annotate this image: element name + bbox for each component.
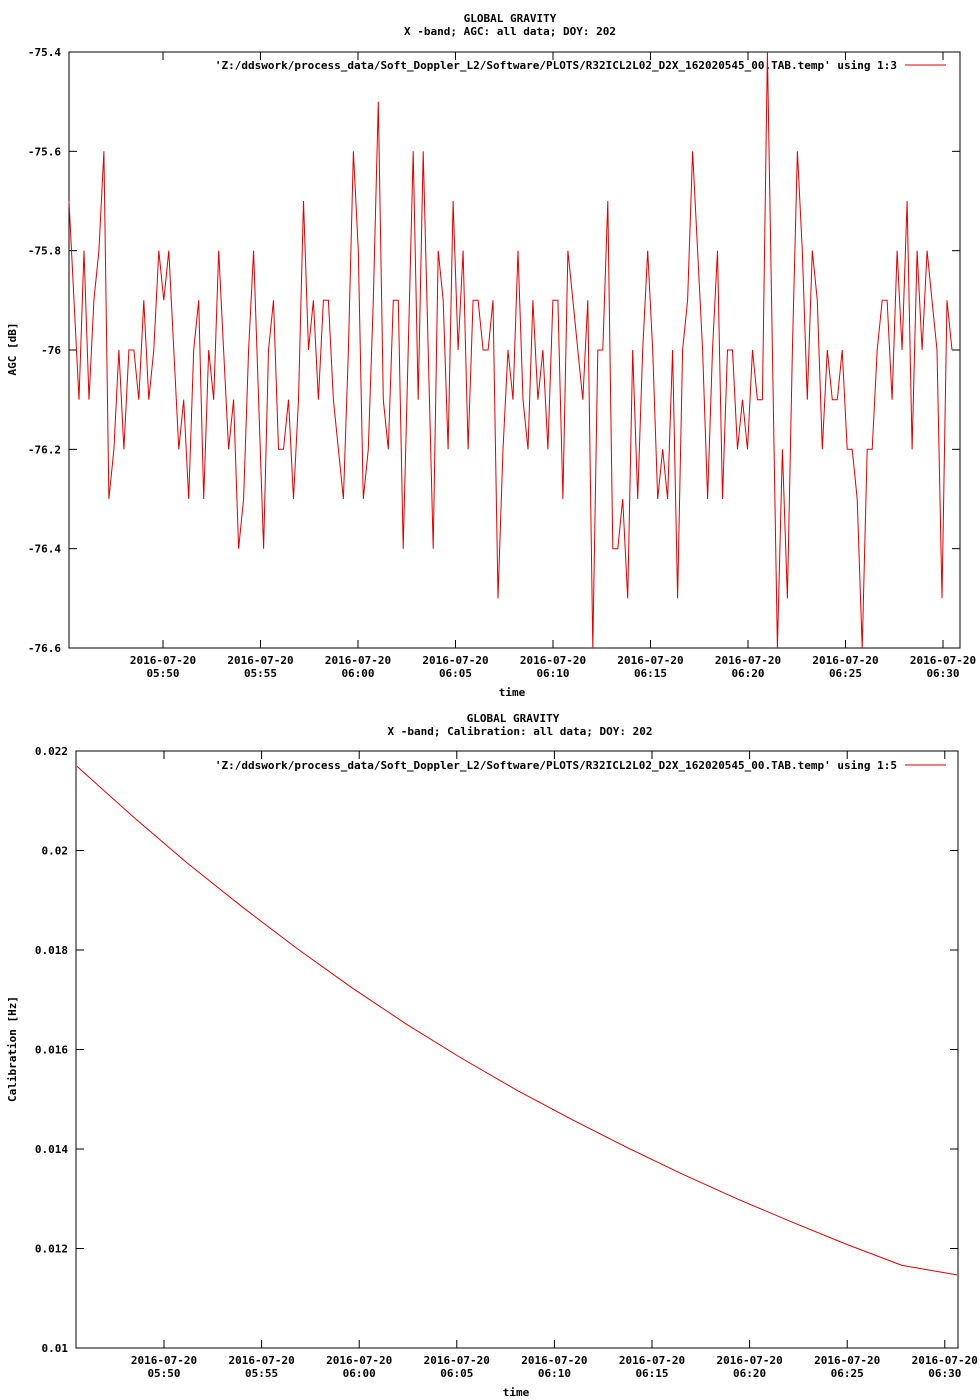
x-tick-time-label: 06:15 bbox=[635, 1367, 668, 1380]
x-tick-time-label: 06:20 bbox=[733, 1367, 766, 1380]
y-tick-label: -75.6 bbox=[28, 145, 61, 158]
y-tick-label: 0.014 bbox=[35, 1143, 68, 1156]
calibration-chart-xlabel: time bbox=[503, 1386, 530, 1399]
x-tick-time-label: 06:05 bbox=[440, 1367, 473, 1380]
x-tick-time-label: 06:20 bbox=[731, 667, 764, 680]
x-tick-time-label: 06:00 bbox=[341, 667, 374, 680]
calibration-chart: GLOBAL GRAVITY X -band; Calibration: all… bbox=[6, 712, 978, 1399]
x-tick-date-label: 2016-07-20 bbox=[814, 1354, 880, 1367]
x-tick-date-label: 2016-07-20 bbox=[619, 1354, 685, 1367]
y-tick-label: 0.02 bbox=[42, 845, 69, 858]
x-tick-date-label: 2016-07-20 bbox=[424, 1354, 490, 1367]
x-tick-time-label: 06:25 bbox=[829, 667, 862, 680]
x-tick-date-label: 2016-07-20 bbox=[520, 654, 586, 667]
series-line bbox=[76, 766, 958, 1276]
agc-chart-series bbox=[68, 51, 953, 649]
series-line bbox=[68, 51, 953, 649]
y-tick-label: 0.016 bbox=[35, 1044, 68, 1057]
agc-chart-y-ticks: -75.4 -75.6 -75.8 -76 -76.2 -76.4 -76.6 bbox=[28, 46, 960, 655]
y-tick-label: -75.4 bbox=[28, 46, 61, 59]
x-tick-date-label: 2016-07-20 bbox=[131, 1354, 197, 1367]
x-tick-time-label: 05:55 bbox=[245, 1367, 278, 1380]
calibration-chart-series bbox=[76, 766, 958, 1276]
x-tick-date-label: 2016-07-20 bbox=[716, 1354, 782, 1367]
calibration-chart-y-ticks: 0.022 0.02 0.018 0.016 0.014 0.012 0.01 bbox=[35, 745, 958, 1355]
x-tick-date-label: 2016-07-20 bbox=[325, 654, 391, 667]
y-tick-label: 0.012 bbox=[35, 1243, 68, 1256]
agc-chart-legend-label: 'Z:/ddswork/process_data/Soft_Doppler_L2… bbox=[215, 59, 897, 72]
x-tick-date-label: 2016-07-20 bbox=[228, 1354, 294, 1367]
y-tick-label: -76.4 bbox=[28, 543, 61, 556]
x-tick-time-label: 05:55 bbox=[244, 667, 277, 680]
x-tick-time-label: 06:15 bbox=[634, 667, 667, 680]
y-tick-label: -76.2 bbox=[28, 443, 61, 456]
y-tick-label: 0.022 bbox=[35, 745, 68, 758]
x-tick-time-label: 06:10 bbox=[536, 667, 569, 680]
x-tick-date-label: 2016-07-20 bbox=[617, 654, 683, 667]
x-tick-date-label: 2016-07-20 bbox=[326, 1354, 392, 1367]
calibration-chart-ylabel: Calibration [Hz] bbox=[6, 996, 19, 1102]
calibration-chart-legend-label: 'Z:/ddswork/process_data/Soft_Doppler_L2… bbox=[215, 759, 897, 772]
x-tick-time-label: 06:10 bbox=[538, 1367, 571, 1380]
x-tick-date-label: 2016-07-20 bbox=[912, 1354, 978, 1367]
x-tick-date-label: 2016-07-20 bbox=[715, 654, 781, 667]
y-tick-label: -76 bbox=[41, 344, 61, 357]
x-tick-time-label: 06:00 bbox=[343, 1367, 376, 1380]
agc-chart-xlabel: time bbox=[499, 686, 526, 699]
x-tick-time-label: 06:05 bbox=[439, 667, 472, 680]
x-tick-date-label: 2016-07-20 bbox=[130, 654, 196, 667]
agc-chart: GLOBAL GRAVITY X -band; AGC: all data; D… bbox=[6, 12, 976, 699]
agc-chart-subtitle: X -band; AGC: all data; DOY: 202 bbox=[404, 25, 616, 38]
y-tick-label: 0.01 bbox=[42, 1342, 69, 1355]
calibration-chart-title: GLOBAL GRAVITY bbox=[467, 712, 560, 725]
x-tick-date-label: 2016-07-20 bbox=[521, 1354, 587, 1367]
calibration-chart-plot-frame bbox=[75, 750, 959, 1349]
agc-chart-x-ticks: 2016-07-2005:502016-07-2005:552016-07-20… bbox=[130, 52, 976, 680]
agc-chart-title: GLOBAL GRAVITY bbox=[464, 12, 557, 25]
x-tick-time-label: 06:30 bbox=[928, 1367, 961, 1380]
x-tick-date-label: 2016-07-20 bbox=[422, 654, 488, 667]
y-tick-label: 0.018 bbox=[35, 944, 68, 957]
y-tick-label: -75.8 bbox=[28, 245, 61, 258]
x-tick-date-label: 2016-07-20 bbox=[812, 654, 878, 667]
x-tick-time-label: 05:50 bbox=[147, 1367, 180, 1380]
agc-chart-ylabel: AGC [dB] bbox=[6, 323, 19, 376]
calibration-chart-x-ticks: 2016-07-2005:502016-07-2005:552016-07-20… bbox=[131, 751, 978, 1380]
calibration-chart-subtitle: X -band; Calibration: all data; DOY: 202 bbox=[388, 725, 653, 738]
x-tick-time-label: 06:25 bbox=[831, 1367, 864, 1380]
y-tick-label: -76.6 bbox=[28, 642, 61, 655]
x-tick-date-label: 2016-07-20 bbox=[227, 654, 293, 667]
x-tick-time-label: 05:50 bbox=[146, 667, 179, 680]
x-tick-time-label: 06:30 bbox=[926, 667, 959, 680]
x-tick-date-label: 2016-07-20 bbox=[910, 654, 976, 667]
